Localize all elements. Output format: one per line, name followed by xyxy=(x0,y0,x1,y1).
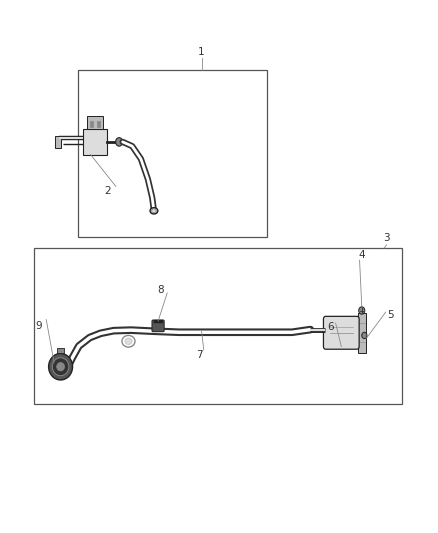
Bar xyxy=(97,120,100,127)
Bar xyxy=(78,70,267,237)
Bar xyxy=(358,313,366,353)
Bar xyxy=(55,135,61,148)
Circle shape xyxy=(359,307,365,314)
Text: 5: 5 xyxy=(388,310,394,320)
Bar xyxy=(83,129,107,155)
FancyBboxPatch shape xyxy=(152,320,164,332)
Ellipse shape xyxy=(150,208,158,214)
Ellipse shape xyxy=(152,209,156,213)
Text: 6: 6 xyxy=(327,322,334,333)
Bar xyxy=(87,116,103,129)
Text: 8: 8 xyxy=(157,285,164,295)
Ellipse shape xyxy=(125,338,132,344)
Ellipse shape xyxy=(49,353,73,380)
Ellipse shape xyxy=(116,138,123,146)
Circle shape xyxy=(362,332,367,338)
Text: 9: 9 xyxy=(35,321,42,331)
Bar xyxy=(57,348,64,353)
FancyBboxPatch shape xyxy=(323,317,359,349)
Text: 2: 2 xyxy=(105,185,111,196)
Text: 3: 3 xyxy=(383,233,390,244)
Ellipse shape xyxy=(122,335,135,347)
Text: 4: 4 xyxy=(358,250,365,260)
Bar xyxy=(90,120,93,127)
Text: 7: 7 xyxy=(196,350,203,360)
Ellipse shape xyxy=(57,362,64,371)
Bar xyxy=(34,248,402,405)
Text: 1: 1 xyxy=(198,47,205,56)
Ellipse shape xyxy=(52,358,69,376)
